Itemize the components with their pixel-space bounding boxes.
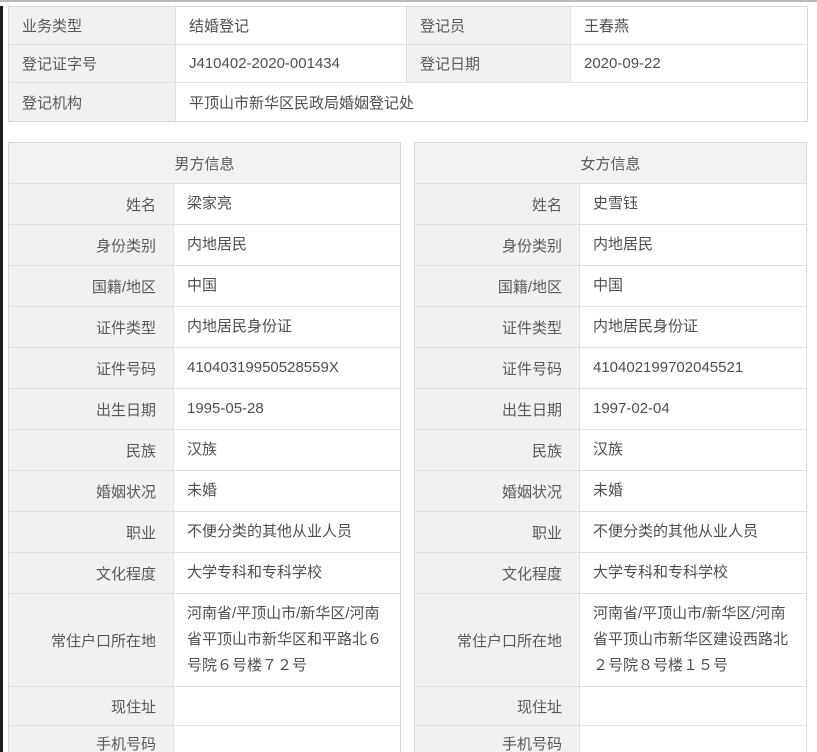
registration-office-label: 登记机构 xyxy=(9,83,176,121)
field-label: 国籍/地区 xyxy=(415,266,580,306)
field-label: 常住户口所在地 xyxy=(9,594,174,686)
field-label: 手机号码 xyxy=(415,726,580,752)
business-type-value: 结婚登记 xyxy=(176,7,407,44)
business-type-label: 业务类型 xyxy=(9,7,176,44)
table-row: 证件类型 内地居民身份证 xyxy=(415,306,806,347)
window-left-edge xyxy=(0,6,3,752)
field-label: 证件类型 xyxy=(415,307,580,347)
field-value: 不便分类的其他从业人员 xyxy=(593,523,759,540)
field-value: 大学专科和专科学校 xyxy=(187,564,323,581)
field-value xyxy=(580,726,806,752)
table-row: 身份类别 内地居民 xyxy=(9,224,400,265)
table-row: 姓名 梁家亮 xyxy=(9,183,400,224)
field-label: 出生日期 xyxy=(415,389,580,429)
field-label: 证件号码 xyxy=(9,348,174,388)
field-value: 未婚 xyxy=(187,482,218,499)
field-label: 常住户口所在地 xyxy=(415,594,580,686)
window-top-edge xyxy=(0,0,817,2)
field-value: 汉族 xyxy=(187,441,218,458)
field-label: 职业 xyxy=(9,512,174,552)
table-row: 出生日期 1995-05-28 xyxy=(9,388,400,429)
certificate-no-value: J410402-2020-001434 xyxy=(176,45,407,82)
field-value: 梁家亮 xyxy=(187,195,233,212)
table-row: 职业 不便分类的其他从业人员 xyxy=(415,511,806,552)
table-row: 出生日期 1997-02-04 xyxy=(415,388,806,429)
field-value: 河南省/平顶山市/新华区/河南省平顶山市新华区建设西路北２号院８号楼１５号 xyxy=(593,605,789,674)
field-value: 内地居民身份证 xyxy=(187,318,293,335)
field-label: 民族 xyxy=(9,430,174,470)
field-value: 410402199702045521 xyxy=(593,359,744,376)
registrar-label: 登记员 xyxy=(407,7,571,44)
field-label: 姓名 xyxy=(415,184,580,224)
field-label: 文化程度 xyxy=(9,553,174,593)
table-row: 民族 汉族 xyxy=(9,429,400,470)
registration-summary-table: 业务类型 结婚登记 登记员 王春燕 登记证字号 J410402-2020-001… xyxy=(8,6,808,122)
field-value: 内地居民 xyxy=(187,236,248,253)
table-row: 证件类型 内地居民身份证 xyxy=(9,306,400,347)
female-table-header: 女方信息 xyxy=(415,143,806,183)
field-label: 婚姻状况 xyxy=(415,471,580,511)
field-value: 未婚 xyxy=(593,482,624,499)
table-row: 文化程度 大学专科和专科学校 xyxy=(415,552,806,593)
table-row: 民族 汉族 xyxy=(415,429,806,470)
field-label: 身份类别 xyxy=(415,225,580,265)
table-row: 业务类型 结婚登记 登记员 王春燕 xyxy=(9,7,807,45)
male-table-header: 男方信息 xyxy=(9,143,400,183)
table-row: 国籍/地区 中国 xyxy=(415,265,806,306)
field-label: 身份类别 xyxy=(9,225,174,265)
male-info-table: 男方信息 姓名 梁家亮 身份类别 内地居民 国籍/地区 中国 证件类型 内地居民… xyxy=(8,142,401,752)
field-value xyxy=(580,687,806,725)
field-value: 内地居民身份证 xyxy=(593,318,699,335)
registration-office-value: 平顶山市新华区民政局婚姻登记处 xyxy=(189,94,415,112)
table-row: 常住户口所在地 河南省/平顶山市/新华区/河南省平顶山市新华区和平路北６号院６号… xyxy=(9,593,400,686)
registration-date-value: 2020-09-22 xyxy=(584,55,661,72)
table-row: 身份类别 内地居民 xyxy=(415,224,806,265)
field-value: 河南省/平顶山市/新华区/河南省平顶山市新华区和平路北６号院６号楼７２号 xyxy=(187,605,383,674)
field-label: 证件号码 xyxy=(415,348,580,388)
table-row: 登记证字号 J410402-2020-001434 登记日期 2020-09-2… xyxy=(9,45,807,83)
table-row: 登记机构 平顶山市新华区民政局婚姻登记处 xyxy=(9,83,807,121)
table-row: 常住户口所在地 河南省/平顶山市/新华区/河南省平顶山市新华区建设西路北２号院８… xyxy=(415,593,806,686)
table-row: 现住址 xyxy=(9,686,400,725)
field-label: 姓名 xyxy=(9,184,174,224)
field-value: 1995-05-28 xyxy=(187,400,264,417)
field-label: 出生日期 xyxy=(9,389,174,429)
field-value: 汉族 xyxy=(593,441,624,458)
field-label: 证件类型 xyxy=(9,307,174,347)
field-label: 职业 xyxy=(415,512,580,552)
registration-date-label: 登记日期 xyxy=(407,45,571,82)
field-value: 史雪钰 xyxy=(593,195,639,212)
field-value xyxy=(174,687,400,725)
table-row: 婚姻状况 未婚 xyxy=(9,470,400,511)
field-label: 现住址 xyxy=(9,687,174,725)
field-value: 41040319950528559X xyxy=(187,359,339,376)
field-value: 中国 xyxy=(187,277,218,294)
field-label: 婚姻状况 xyxy=(9,471,174,511)
field-value: 1997-02-04 xyxy=(593,400,670,417)
field-value: 内地居民 xyxy=(593,236,654,253)
field-value: 大学专科和专科学校 xyxy=(593,564,729,581)
field-value: 不便分类的其他从业人员 xyxy=(187,523,353,540)
field-label: 手机号码 xyxy=(9,726,174,752)
table-row: 证件号码 410402199702045521 xyxy=(415,347,806,388)
female-info-table: 女方信息 姓名 史雪钰 身份类别 内地居民 国籍/地区 中国 证件类型 内地居民… xyxy=(414,142,807,752)
table-row: 手机号码 xyxy=(415,725,806,752)
table-row: 现住址 xyxy=(415,686,806,725)
table-row: 姓名 史雪钰 xyxy=(415,183,806,224)
table-row: 职业 不便分类的其他从业人员 xyxy=(9,511,400,552)
certificate-no-label: 登记证字号 xyxy=(9,45,176,82)
field-label: 现住址 xyxy=(415,687,580,725)
table-row: 手机号码 xyxy=(9,725,400,752)
field-label: 文化程度 xyxy=(415,553,580,593)
table-row: 证件号码 41040319950528559X xyxy=(9,347,400,388)
table-row: 文化程度 大学专科和专科学校 xyxy=(9,552,400,593)
table-row: 国籍/地区 中国 xyxy=(9,265,400,306)
field-value xyxy=(174,726,400,752)
field-value: 中国 xyxy=(593,277,624,294)
table-row: 婚姻状况 未婚 xyxy=(415,470,806,511)
registrar-value: 王春燕 xyxy=(584,18,630,35)
field-label: 国籍/地区 xyxy=(9,266,174,306)
field-label: 民族 xyxy=(415,430,580,470)
